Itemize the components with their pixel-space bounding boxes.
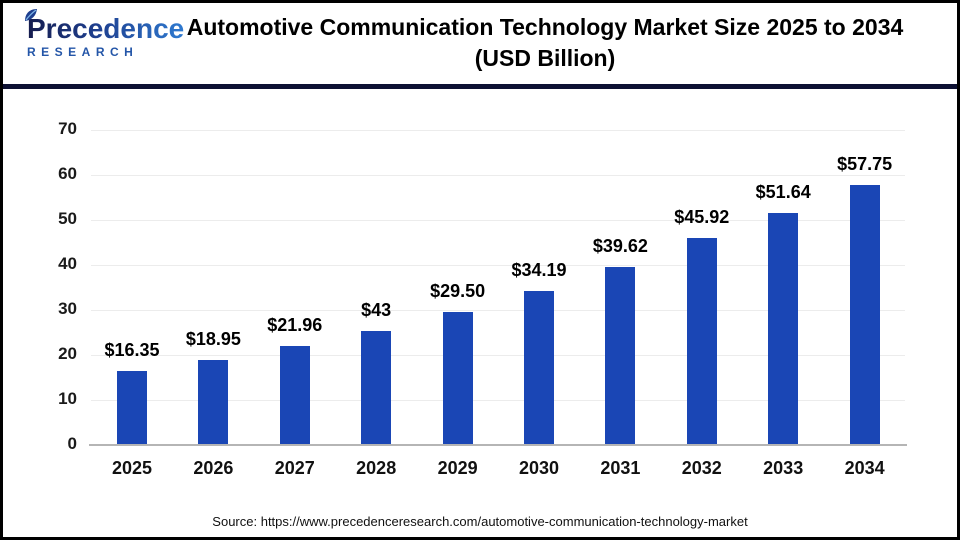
bar-value-label-2030: $34.19 bbox=[511, 260, 567, 281]
y-axis-label-0: 0 bbox=[67, 434, 77, 453]
bar-value-label-2032: $45.92 bbox=[674, 207, 730, 228]
y-axis-label-50: 50 bbox=[58, 209, 77, 228]
brand-subtitle: RESEARCH bbox=[27, 45, 139, 59]
y-axis-label-60: 60 bbox=[58, 164, 77, 183]
bar-2034 bbox=[849, 185, 880, 444]
x-axis-label-2032: 2032 bbox=[681, 458, 722, 478]
bar-value-label-2034: $57.75 bbox=[837, 154, 893, 175]
bar-value-label-2028: $43 bbox=[361, 299, 392, 320]
y-axis-label-70: 70 bbox=[58, 119, 77, 138]
source-note: Source: https://www.precedenceresearch.c… bbox=[212, 514, 748, 529]
gridline-60 bbox=[91, 175, 905, 176]
x-axis-line bbox=[89, 444, 907, 446]
y-axis-label-10: 10 bbox=[58, 389, 77, 408]
gridline-70 bbox=[91, 130, 905, 131]
bar-value-label-2025: $16.35 bbox=[104, 340, 160, 361]
bar-2030 bbox=[524, 291, 554, 444]
x-axis-label-2027: 2027 bbox=[274, 458, 315, 478]
bar-2033 bbox=[768, 212, 799, 444]
y-axis-label-30: 30 bbox=[58, 299, 77, 318]
gridline-20 bbox=[91, 355, 905, 356]
bar-2025 bbox=[117, 371, 147, 444]
brand-name: Precedence bbox=[25, 9, 184, 43]
x-axis-label-2031: 2031 bbox=[600, 458, 641, 478]
gridline-40 bbox=[91, 265, 905, 266]
logo-leaf-icon bbox=[25, 9, 37, 21]
bar-value-label-2031: $39.62 bbox=[592, 235, 648, 256]
bar-2026 bbox=[198, 359, 229, 444]
chart-title: Automotive Communication Technology Mark… bbox=[153, 12, 937, 74]
bar-2029 bbox=[442, 312, 473, 444]
x-axis-label-2033: 2033 bbox=[763, 458, 804, 478]
bar-2027 bbox=[279, 346, 310, 444]
bar-2031 bbox=[605, 266, 636, 444]
y-axis-label-20: 20 bbox=[58, 344, 77, 363]
gridline-30 bbox=[91, 310, 905, 311]
bar-2032 bbox=[686, 238, 717, 444]
x-axis-label-2028: 2028 bbox=[356, 458, 397, 478]
x-axis-label-2025: 2025 bbox=[111, 458, 153, 478]
x-axis-label-2030: 2030 bbox=[518, 458, 560, 478]
bar-chart: 0 10 20 30 40 50 60 70 $16.35 2025 $18.95 2026 $21.9… bbox=[3, 3, 957, 537]
bar-2028 bbox=[361, 330, 392, 444]
x-axis-label-2034: 2034 bbox=[844, 458, 885, 478]
bar-value-label-2029: $29.50 bbox=[430, 281, 486, 302]
bar-value-label-2026: $18.95 bbox=[185, 328, 241, 349]
chart-title-line2: (USD Billion) bbox=[474, 45, 616, 71]
y-axis-label-40: 40 bbox=[58, 254, 77, 273]
header: Precedence RESEARCH Automotive Communica… bbox=[3, 3, 957, 89]
bar-value-label-2027: $21.96 bbox=[267, 315, 323, 336]
gridline-10 bbox=[91, 400, 905, 401]
brand-logo: Precedence RESEARCH bbox=[25, 9, 177, 59]
bar-value-label-2033: $51.64 bbox=[755, 181, 811, 202]
chart-title-line1: Automotive Communication Technology Mark… bbox=[186, 14, 904, 40]
x-axis-label-2026: 2026 bbox=[193, 458, 234, 478]
x-axis-label-2029: 2029 bbox=[437, 458, 478, 478]
gridline-50 bbox=[91, 220, 905, 221]
